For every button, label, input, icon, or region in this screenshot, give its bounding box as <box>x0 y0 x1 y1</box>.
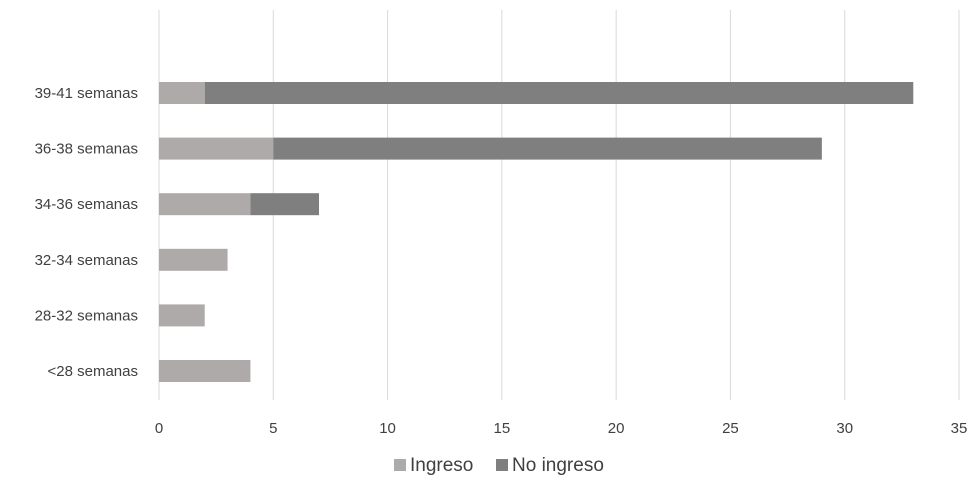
x-tick-label: 0 <box>155 420 163 437</box>
legend-label-ingreso: Ingreso <box>410 455 473 476</box>
category-labels: 39-41 semanas 36-38 semanas 34-36 semanas 3… <box>35 85 138 380</box>
bar-no-ingreso <box>250 193 319 216</box>
x-tick-label: 35 <box>951 420 968 437</box>
x-tick-label: 15 <box>494 420 511 437</box>
bar-ingreso <box>159 248 228 271</box>
bar-ingreso <box>159 360 251 382</box>
bar-no-ingreso <box>204 82 914 104</box>
x-tick-label: 25 <box>722 420 739 437</box>
bar-no-ingreso <box>273 137 822 160</box>
bar-ingreso <box>159 304 205 327</box>
bar-ingreso <box>159 193 251 216</box>
bar-ingreso <box>159 137 274 160</box>
legend-swatch-no-ingreso <box>496 459 508 471</box>
x-tick-label: 10 <box>379 420 396 437</box>
bar-ingreso <box>159 82 205 104</box>
category-label: 28-32 semanas <box>35 307 138 324</box>
x-tick-labels: 0 5 10 15 20 25 30 35 <box>155 420 968 437</box>
bars <box>159 82 914 382</box>
x-tick-label: 30 <box>836 420 853 437</box>
category-label: 32-34 semanas <box>35 252 138 269</box>
category-label: 34-36 semanas <box>35 196 138 213</box>
gridlines <box>158 10 960 400</box>
x-tick-label: 20 <box>608 420 625 437</box>
legend: Ingreso No ingreso <box>394 455 604 476</box>
category-label: 39-41 semanas <box>35 85 138 102</box>
legend-swatch-ingreso <box>394 459 406 471</box>
category-label: 36-38 semanas <box>35 141 138 158</box>
category-label: <28 semanas <box>48 363 138 380</box>
x-tick-label: 5 <box>269 420 277 437</box>
legend-label-no-ingreso: No ingreso <box>512 455 604 476</box>
